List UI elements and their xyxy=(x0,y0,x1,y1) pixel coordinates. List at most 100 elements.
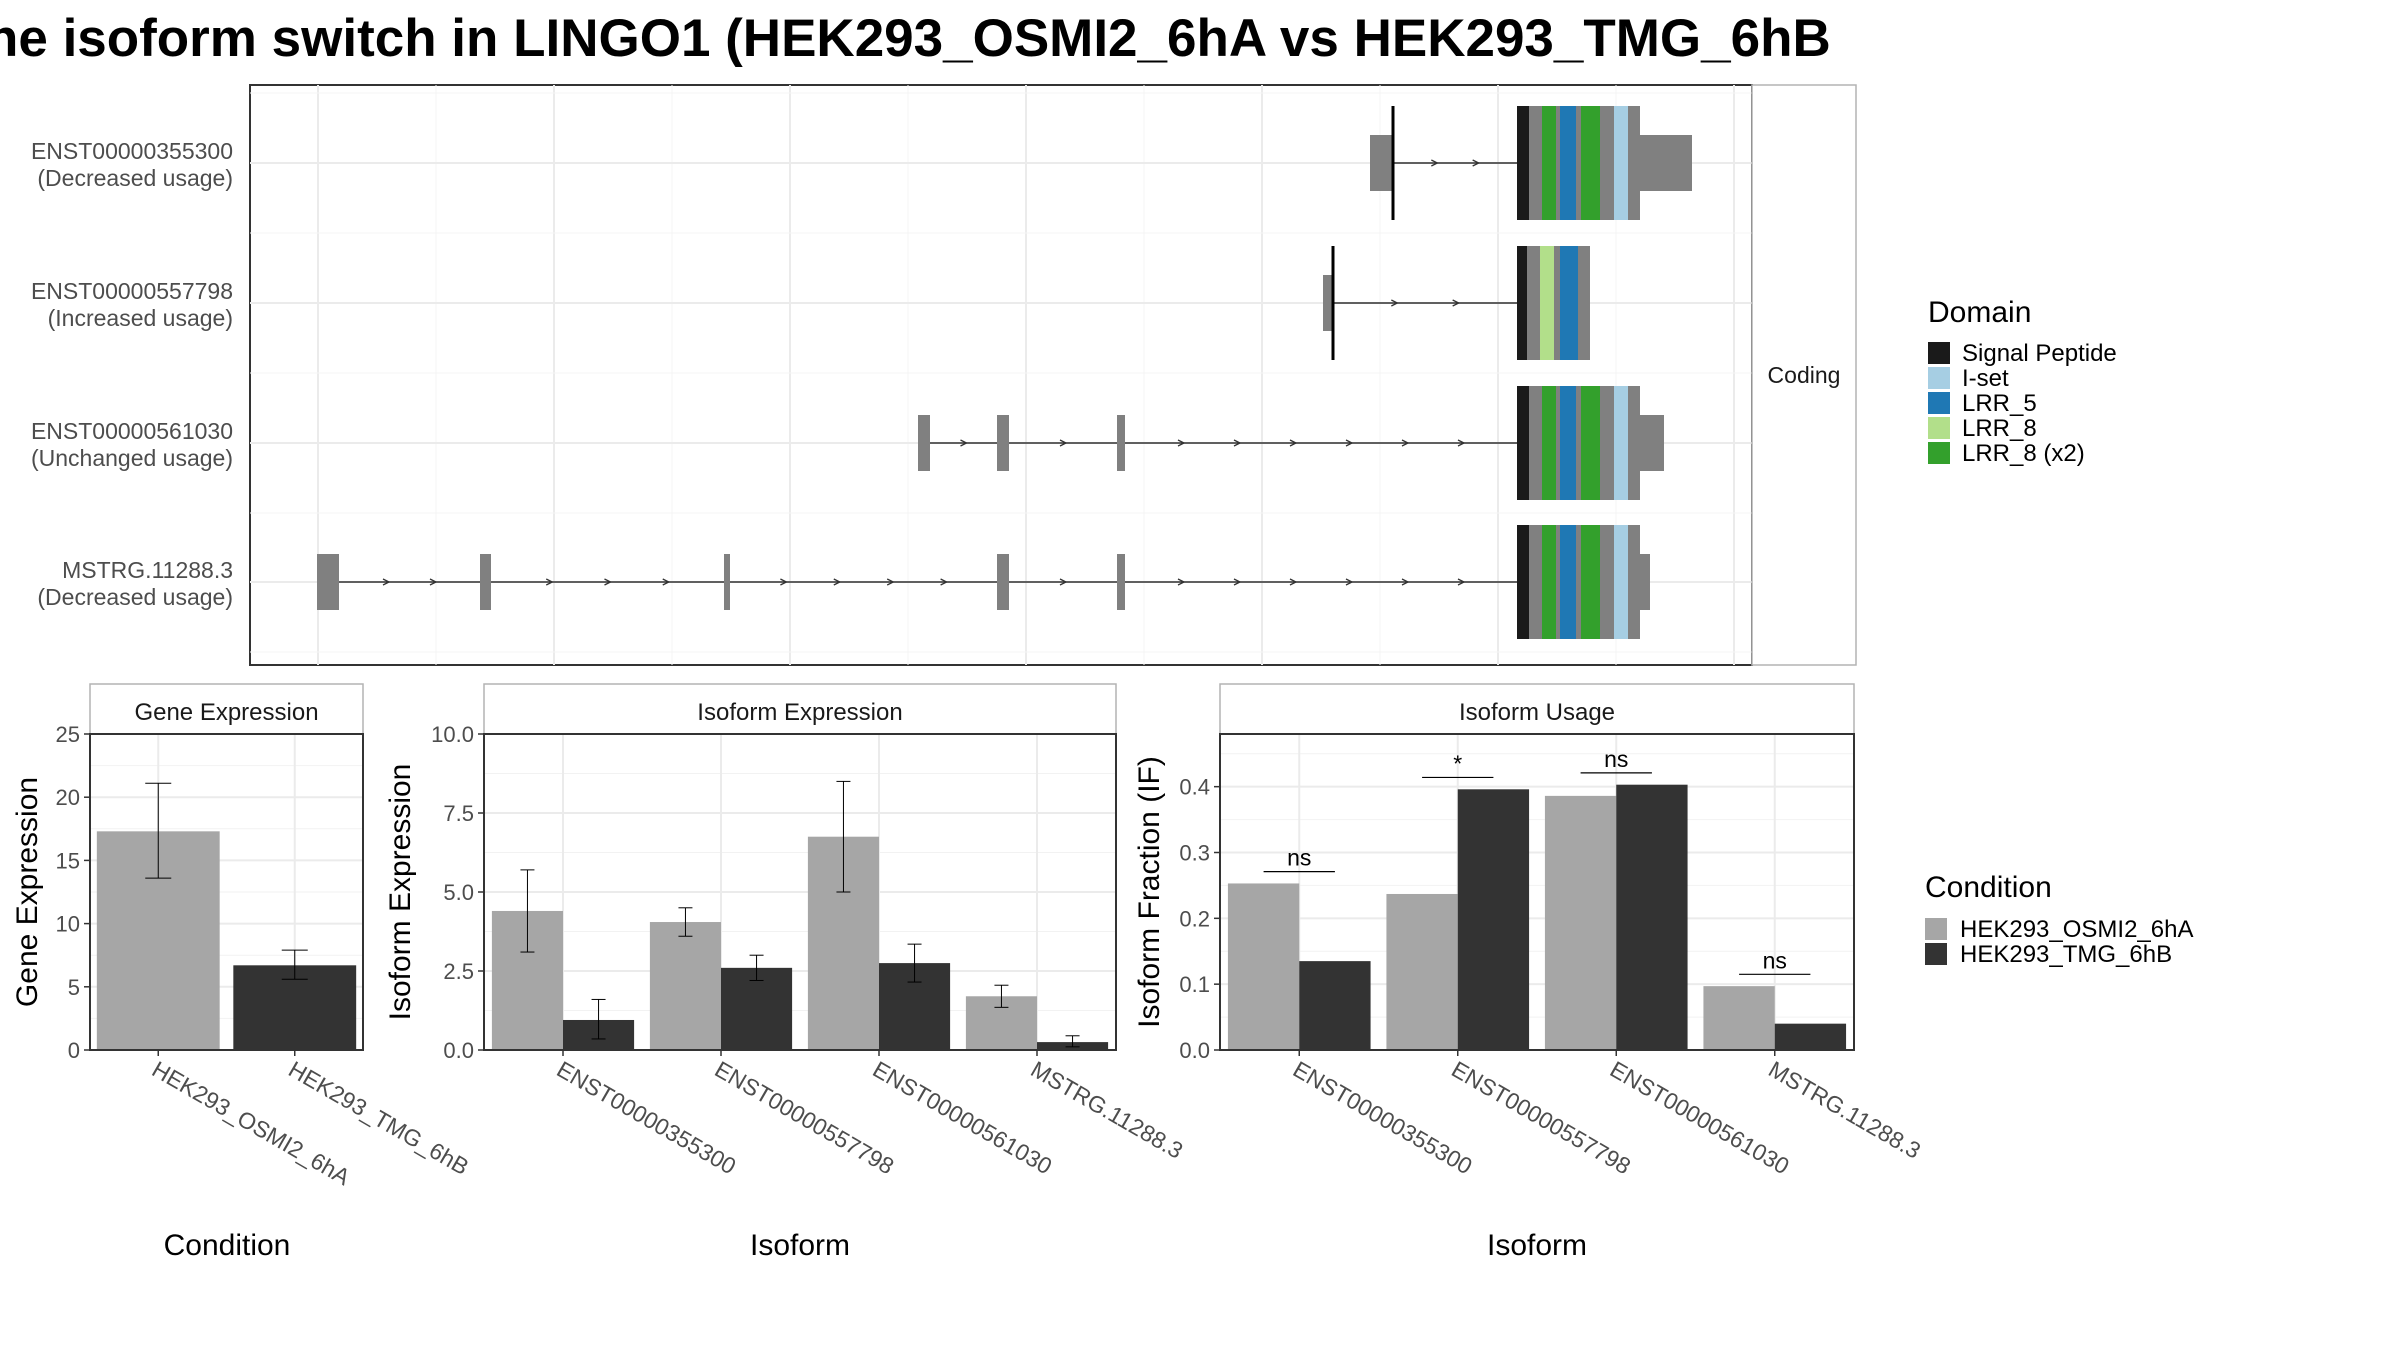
bar xyxy=(1457,789,1530,1050)
y-tick-label: 0.0 xyxy=(1179,1038,1210,1063)
intron-arrow xyxy=(940,578,949,586)
domain-legend: Domain Signal PeptideI-setLRR_5LRR_8LRR_… xyxy=(1928,296,2117,467)
intron-arrow xyxy=(1059,578,1068,586)
isoform-id-label: ENST00000557798 xyxy=(31,278,233,304)
domain-segment xyxy=(1540,246,1554,360)
domain-legend-swatch xyxy=(1928,342,1950,364)
intron-arrow xyxy=(1401,439,1410,447)
bar xyxy=(1703,986,1775,1050)
page-title: he isoform switch in LINGO1 (HEK293_OSMI… xyxy=(0,9,1831,68)
intron-arrow xyxy=(1391,299,1399,307)
domain-segment xyxy=(1628,106,1640,220)
bar xyxy=(1386,893,1458,1050)
utr-exon xyxy=(1117,554,1125,610)
domain-segment xyxy=(1554,246,1560,360)
panel-strip xyxy=(1219,683,1855,735)
utr-exon xyxy=(724,554,730,610)
y-tick-label: 0.0 xyxy=(443,1038,474,1063)
x-axis-title: Isoform xyxy=(750,1229,850,1262)
intron-arrow xyxy=(780,578,788,586)
intron-arrow xyxy=(662,578,671,586)
condition-legend-label: HEK293_OSMI2_6hA xyxy=(1960,916,2193,943)
y-tick-label: 0.4 xyxy=(1179,775,1210,800)
bar xyxy=(1299,961,1371,1050)
domain-segment xyxy=(1581,525,1600,639)
intron-arrow xyxy=(382,578,391,586)
y-tick-label: 10.0 xyxy=(431,722,474,747)
panel-strip xyxy=(483,683,1117,735)
domain-legend-label: I-set xyxy=(1962,365,2009,392)
facet-label: Coding xyxy=(1768,362,1841,388)
panel-title: Gene Expression xyxy=(134,699,318,726)
domain-segment xyxy=(1576,106,1581,220)
domain-segment xyxy=(1576,386,1581,500)
intron-arrow xyxy=(886,578,895,586)
utr-exon xyxy=(1117,415,1125,471)
domain-segment xyxy=(1517,106,1529,220)
intron-arrow xyxy=(429,578,438,586)
intron-arrow xyxy=(1059,439,1068,447)
intron-arrow xyxy=(1472,159,1481,167)
domain-segment xyxy=(1529,386,1542,500)
isoform-usage-label: (Decreased usage) xyxy=(37,165,233,191)
domain-segment xyxy=(1628,386,1640,500)
y-axis-title: Gene Expression xyxy=(11,777,44,1007)
intron-arrow xyxy=(1457,578,1466,586)
domain-segment xyxy=(1560,386,1576,500)
condition-legend-title: Condition xyxy=(1925,871,2052,904)
domain-legend-label: Signal Peptide xyxy=(1962,340,2117,367)
condition-legend-swatch xyxy=(1925,943,1947,965)
title-wrap: he isoform switch in LINGO1 (HEK293_OSMI… xyxy=(0,0,2400,80)
domain-segment xyxy=(1527,246,1540,360)
utr-exon xyxy=(1640,554,1650,610)
domain-segment xyxy=(1614,386,1628,500)
utr-exon xyxy=(480,554,491,610)
intron-arrow xyxy=(604,578,612,586)
utr-exon xyxy=(1370,135,1393,191)
domain-segment xyxy=(1542,106,1556,220)
y-tick-label: 0.2 xyxy=(1179,906,1210,931)
domain-segment xyxy=(1614,106,1628,220)
intron-arrow xyxy=(1233,439,1242,447)
domain-segment xyxy=(1556,106,1560,220)
utr-exon xyxy=(317,554,339,610)
y-tick-label: 7.5 xyxy=(443,801,474,826)
intron-arrow xyxy=(833,578,842,586)
y-tick-label: 15 xyxy=(56,848,80,873)
significance-label: ns xyxy=(1287,845,1311,871)
domain-legend-label: LRR_8 (x2) xyxy=(1962,440,2085,467)
utr-exon xyxy=(1640,135,1692,191)
domain-segment xyxy=(1560,106,1576,220)
x-tick-label: MSTRG.11288.3 xyxy=(1027,1056,1188,1164)
significance-label: * xyxy=(1453,750,1462,776)
isoform-id-label: MSTRG.11288.3 xyxy=(62,557,233,583)
x-axis-title: Condition xyxy=(164,1229,291,1262)
intron-arrow xyxy=(1177,439,1186,447)
y-tick-label: 10 xyxy=(56,912,80,937)
y-tick-label: 0.1 xyxy=(1179,972,1210,997)
isoform-id-label: ENST00000355300 xyxy=(31,138,233,164)
domain-segment xyxy=(1628,525,1640,639)
significance-label: ns xyxy=(1763,947,1787,973)
panel-strip xyxy=(89,683,364,735)
isoform-usage-label: (Unchanged usage) xyxy=(31,445,233,471)
domain-segment xyxy=(1517,525,1529,639)
domain-segment xyxy=(1576,525,1581,639)
intron-arrow xyxy=(1345,439,1354,447)
condition-legend-swatch xyxy=(1925,918,1947,940)
domain-segment xyxy=(1529,525,1542,639)
transcript-model xyxy=(918,386,1664,500)
isoform-id-label: ENST00000561030 xyxy=(31,418,233,444)
panel-border xyxy=(89,733,364,1051)
intron-arrow xyxy=(960,439,968,447)
condition-legend-label: HEK293_TMG_6hB xyxy=(1960,941,2172,968)
isoform-usage-label: (Decreased usage) xyxy=(37,584,233,610)
y-axis-title: Isoform Fraction (IF) xyxy=(1133,756,1166,1028)
intron-arrow xyxy=(1431,159,1439,167)
intron-arrow xyxy=(1233,578,1242,586)
bar xyxy=(1616,784,1688,1050)
significance-label: ns xyxy=(1604,746,1628,772)
